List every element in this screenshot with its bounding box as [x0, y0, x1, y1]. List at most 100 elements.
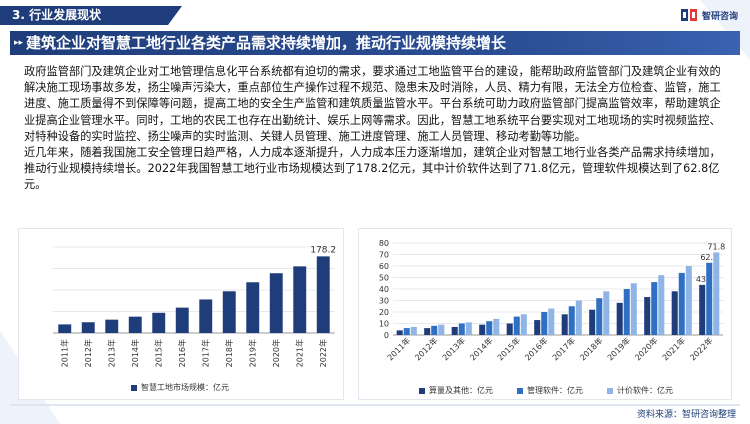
y-tick-label: 40 [379, 285, 389, 294]
brand-logo: 智研咨询 [680, 6, 738, 24]
bar [506, 323, 513, 335]
bar [81, 322, 95, 333]
bar [246, 282, 260, 333]
x-tick-label: 2016年 [523, 335, 550, 362]
x-tick-label: 2011年 [385, 335, 412, 362]
legend-label: 智慧工地市场规模：亿元 [141, 383, 229, 392]
bar [152, 312, 166, 333]
x-tick-label: 2020年 [633, 335, 660, 362]
bar [479, 324, 486, 335]
bar [616, 302, 623, 335]
headline-text: 建筑企业对智慧工地行业各类产品需求持续增加，推动行业规模持续增长 [26, 34, 507, 52]
y-tick-label: 0 [384, 331, 389, 340]
data-label: 178.2 [310, 245, 336, 255]
footer-divider [10, 404, 740, 406]
bar [589, 309, 596, 335]
bar [513, 316, 520, 335]
x-tick-label: 2015年 [153, 339, 163, 367]
x-tick-label: 2021年 [294, 339, 304, 367]
x-tick-label: 2018年 [578, 335, 605, 362]
section-label: 3. 行业发展现状 [0, 6, 182, 25]
bar [685, 266, 692, 335]
legend-swatch [131, 384, 137, 391]
bar [706, 262, 713, 335]
bar [493, 318, 500, 335]
legend-label: 计价软件：亿元 [617, 386, 673, 395]
bar [424, 328, 431, 335]
bar [596, 298, 603, 335]
y-tick-label: 10 [379, 320, 389, 329]
y-tick-label: 70 [379, 251, 389, 260]
x-tick-label: 2012年 [83, 339, 93, 367]
bar [548, 308, 555, 335]
bar [403, 328, 410, 335]
legend-swatch [419, 387, 425, 394]
legend-label: 管理软件：亿元 [527, 386, 583, 395]
x-tick-label: 2017年 [550, 335, 577, 362]
bar [431, 325, 438, 335]
y-tick-label: 20 [379, 308, 389, 317]
bar [541, 312, 548, 335]
bar [58, 324, 72, 333]
bar [269, 273, 283, 333]
bar [603, 291, 610, 335]
bar [486, 321, 493, 335]
segment-chart: 0 10 20 30 40 50 60 70 80 2011年 2012年 2013年 2014年 201… [358, 228, 732, 400]
bar [630, 283, 637, 335]
source-note: 资料来源：智研咨询整理 [636, 410, 736, 420]
x-tick-label: 2015年 [495, 335, 522, 362]
bar [575, 300, 582, 335]
x-tick-label: 2014年 [468, 335, 495, 362]
legend-item-hardware: 算量及其他：亿元 [419, 385, 493, 396]
x-tick-label: 2013年 [440, 335, 467, 362]
y-tick-label: 30 [379, 297, 389, 306]
bar [222, 291, 236, 333]
bar [175, 307, 189, 333]
market-size-chart: 2011年 2012年 2013年 2014年 2015年 2016年 2017年 2018年… [18, 228, 344, 400]
bar [410, 326, 417, 335]
bar [713, 252, 720, 335]
logo-icon [680, 7, 698, 23]
market-size-legend: 智慧工地市场规模：亿元 [131, 382, 229, 393]
x-tick-label: 2022年 [688, 335, 715, 362]
bar [623, 289, 630, 335]
y-tick-label: 50 [379, 274, 389, 283]
bar [316, 256, 330, 333]
bar [651, 282, 658, 335]
bar [699, 284, 706, 335]
x-tick-label: 2021年 [660, 335, 687, 362]
bar [671, 291, 678, 335]
data-label: 62.8 [700, 253, 718, 262]
x-tick-label: 2017年 [200, 339, 210, 367]
data-label: 43. [696, 275, 709, 284]
legend-swatch [517, 387, 523, 394]
legend-item-pricing: 计价软件：亿元 [607, 385, 673, 396]
x-tick-label: 2019年 [605, 335, 632, 362]
bar [105, 319, 119, 333]
x-tick-label: 2011年 [59, 339, 69, 367]
bar [568, 306, 575, 335]
top-bar: 3. 行业发展现状 智研咨询 [0, 0, 750, 28]
x-tick-label: 2016年 [177, 339, 187, 367]
x-tick-label: 2012年 [413, 335, 440, 362]
headline-banner: ▸▸ 建筑企业对智慧工地行业各类产品需求持续增加，推动行业规模持续增长 [10, 31, 740, 55]
bar [438, 324, 445, 335]
double-arrow-icon: ▸▸ [14, 38, 24, 48]
legend-item-management: 管理软件：亿元 [517, 385, 583, 396]
segment-legend: 算量及其他：亿元 管理软件：亿元 计价软件：亿元 [419, 385, 673, 396]
bar [644, 297, 651, 335]
x-tick-label: 2022年 [318, 339, 328, 367]
bar [520, 314, 527, 335]
bar [534, 320, 541, 335]
x-tick-label: 2019年 [247, 339, 257, 367]
x-tick-label: 2020年 [271, 339, 281, 367]
paragraph-1: 政府监管部门及建筑企业对工地管理信息化平台系统都有迫切的需求，要求通过工地监管平… [24, 65, 721, 143]
bar [128, 316, 142, 333]
bar [396, 330, 403, 335]
data-label: 71.8 [707, 242, 725, 251]
bar [199, 299, 213, 333]
legend-label: 算量及其他：亿元 [429, 386, 493, 395]
x-tick-label: 2018年 [224, 339, 234, 367]
bar [678, 272, 685, 335]
